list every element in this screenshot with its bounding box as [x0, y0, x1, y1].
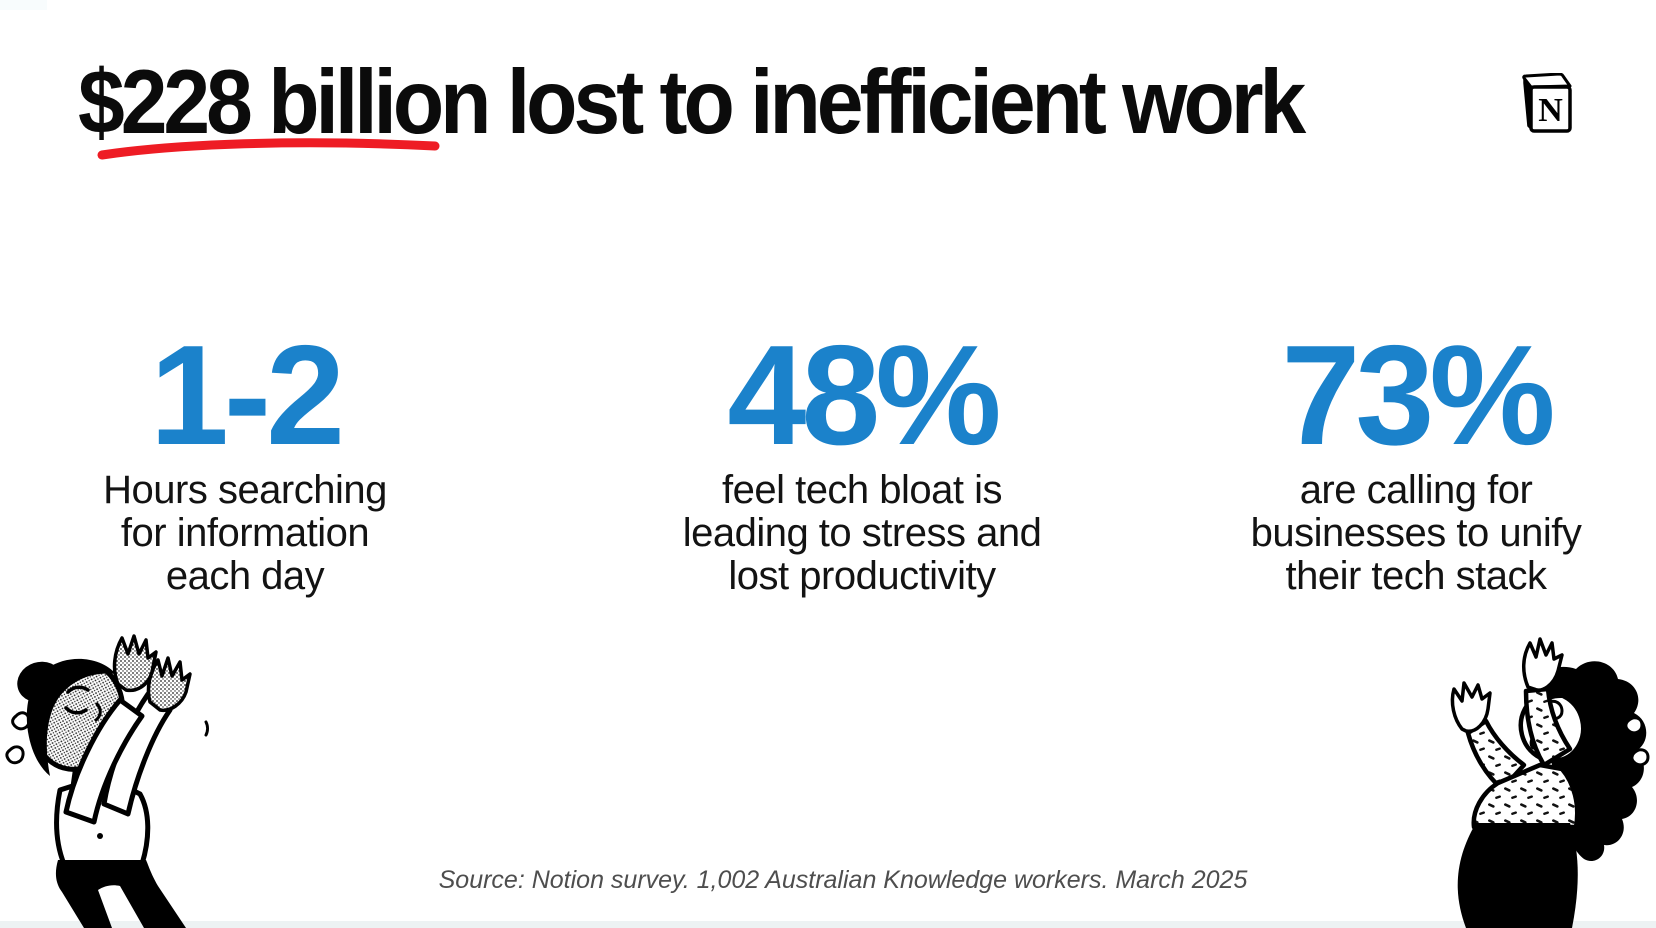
stat-value: 48% — [727, 316, 1001, 475]
notion-logo-letter: N — [1538, 92, 1563, 129]
stat-column-hours: 1-2 Hours searching for information each… — [50, 325, 440, 599]
stressed-person-left-illustration — [5, 634, 209, 928]
stat-column-tech-bloat: 48% feel tech bloat is leading to stress… — [655, 325, 1069, 599]
stat-description-line: their tech stack — [1285, 554, 1547, 599]
red-underline-icon — [97, 138, 440, 160]
stat-description-line: for information — [120, 511, 370, 556]
corner-artifact — [0, 0, 47, 10]
source-caption: Source: Notion survey. 1,002 Australian … — [438, 866, 1248, 894]
stat-description: feel tech bloat is leading to stress and… — [655, 468, 1069, 599]
stat-description-line: are calling for — [1299, 468, 1533, 512]
stressed-person-right-illustration — [1450, 637, 1650, 928]
stat-description: Hours searching for information each day — [50, 468, 440, 599]
bottom-edge-bar — [0, 921, 1656, 928]
skirt — [1457, 823, 1578, 928]
hand — [1450, 681, 1492, 733]
blouse — [1471, 762, 1580, 830]
sweat-drops-icon — [1624, 716, 1650, 767]
page-title: $228 billion lost to inefficient work — [78, 51, 1306, 153]
stat-description-line: lost productivity — [728, 554, 996, 599]
stat-value: 73% — [1281, 316, 1555, 475]
hand — [1522, 637, 1564, 692]
stat-description-line: businesses to unify — [1250, 511, 1582, 556]
stat-column-unify-stack: 73% are calling for businesses to unify … — [1194, 325, 1638, 599]
hand — [146, 656, 192, 713]
hand — [112, 634, 158, 693]
notion-logo-icon: N — [1522, 73, 1572, 133]
stat-description-line: feel tech bloat is — [721, 468, 1003, 512]
stat-description-line: leading to stress and — [682, 511, 1042, 556]
sweat-drops-icon — [5, 711, 31, 765]
stat-description-line: each day — [165, 554, 325, 599]
skirt — [55, 860, 187, 928]
stat-description-line: Hours searching — [103, 468, 387, 512]
stat-value: 1-2 — [149, 316, 345, 475]
stat-description: are calling for businesses to unify thei… — [1194, 468, 1638, 599]
